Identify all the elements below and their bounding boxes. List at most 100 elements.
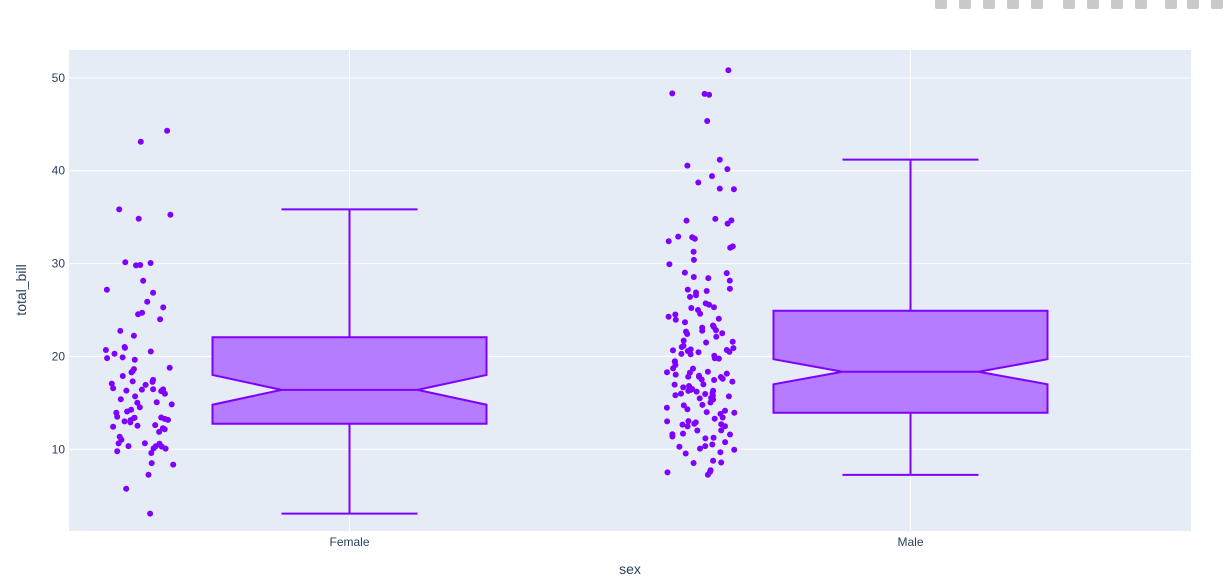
point-male — [702, 391, 709, 397]
point-female — [119, 354, 126, 361]
point-male — [693, 289, 699, 296]
point-male — [723, 270, 730, 277]
point-male — [695, 349, 702, 356]
point-male — [672, 371, 679, 378]
point-male — [717, 410, 724, 417]
point-male — [716, 185, 723, 192]
point-male — [704, 118, 711, 124]
lasso-icon[interactable] — [1030, 0, 1044, 10]
data-points — [102, 67, 738, 517]
point-male — [680, 384, 687, 391]
y-axis-ticks: 10 20 30 40 50 — [52, 71, 66, 456]
box-select-icon[interactable] — [1006, 0, 1020, 10]
point-male — [669, 90, 676, 97]
autoscale-icon[interactable] — [1110, 0, 1124, 10]
point-male — [726, 285, 733, 292]
point-male — [696, 395, 703, 402]
more-icon[interactable] — [1164, 0, 1178, 10]
zoom-in-icon[interactable] — [1062, 0, 1076, 10]
point-female — [104, 355, 111, 362]
point-female — [129, 378, 136, 385]
point-female — [170, 461, 177, 468]
point-female — [164, 127, 171, 134]
point-female — [116, 206, 123, 213]
point-female — [150, 376, 157, 383]
point-female — [147, 348, 154, 355]
point-male — [731, 446, 738, 453]
point-male — [672, 392, 679, 399]
point-male — [665, 238, 672, 245]
notched-box — [772, 309, 1049, 414]
point-female — [128, 406, 135, 413]
point-female — [135, 215, 142, 222]
point-female — [168, 401, 175, 408]
camera-icon[interactable] — [934, 0, 948, 10]
point-female — [110, 423, 117, 430]
zoom-icon[interactable] — [958, 0, 972, 10]
point-male — [718, 427, 725, 434]
point-female — [108, 380, 115, 387]
point-male — [685, 418, 692, 425]
point-male — [675, 233, 682, 240]
point-female — [160, 304, 167, 311]
home-icon[interactable] — [1134, 0, 1148, 10]
point-male — [718, 459, 725, 466]
point-male — [702, 443, 709, 450]
point-female — [139, 309, 146, 316]
point-male — [692, 419, 699, 426]
point-female — [137, 262, 144, 268]
point-female — [147, 260, 154, 266]
point-female — [142, 381, 149, 388]
hover-compare-icon[interactable] — [1210, 0, 1224, 10]
point-male — [718, 421, 725, 428]
point-male — [704, 368, 711, 375]
point-male — [727, 431, 733, 438]
x-tick-label: Female — [329, 535, 369, 549]
point-male — [683, 217, 690, 224]
point-female — [152, 422, 159, 429]
point-male — [687, 346, 694, 353]
point-female — [141, 440, 148, 447]
boxes — [211, 158, 1049, 515]
point-female — [102, 347, 109, 353]
point-male — [703, 409, 710, 416]
point-male — [724, 166, 731, 173]
point-male — [716, 156, 723, 163]
point-female — [138, 386, 145, 393]
point-female — [153, 399, 160, 406]
point-male — [671, 358, 678, 365]
point-male — [690, 274, 697, 280]
pan-icon[interactable] — [982, 0, 996, 10]
point-female — [131, 414, 138, 421]
point-male — [684, 423, 691, 430]
point-female — [166, 364, 173, 371]
point-male — [707, 467, 714, 474]
point-male — [688, 305, 695, 311]
point-male — [731, 409, 738, 416]
point-male — [690, 365, 696, 372]
point-male — [730, 345, 737, 352]
zoom-out-icon[interactable] — [1086, 0, 1100, 10]
point-male — [709, 173, 715, 180]
point-male — [680, 430, 686, 437]
point-male — [669, 431, 676, 438]
point-male — [676, 443, 683, 450]
point-male — [722, 407, 728, 414]
point-female — [148, 450, 155, 456]
modebar — [926, 0, 1226, 10]
point-female — [119, 373, 126, 379]
point-female — [122, 259, 129, 266]
point-male — [725, 67, 732, 74]
spike-icon[interactable] — [1186, 0, 1200, 10]
point-female — [137, 138, 144, 145]
point-female — [167, 211, 174, 218]
point-male — [695, 307, 701, 313]
point-male — [664, 369, 670, 376]
point-male — [681, 269, 688, 276]
point-female — [159, 425, 166, 432]
point-male — [672, 316, 679, 323]
x-tick-label: Male — [897, 535, 923, 549]
point-male — [687, 293, 693, 300]
point-female — [114, 448, 121, 455]
plot-area — [69, 50, 1191, 531]
